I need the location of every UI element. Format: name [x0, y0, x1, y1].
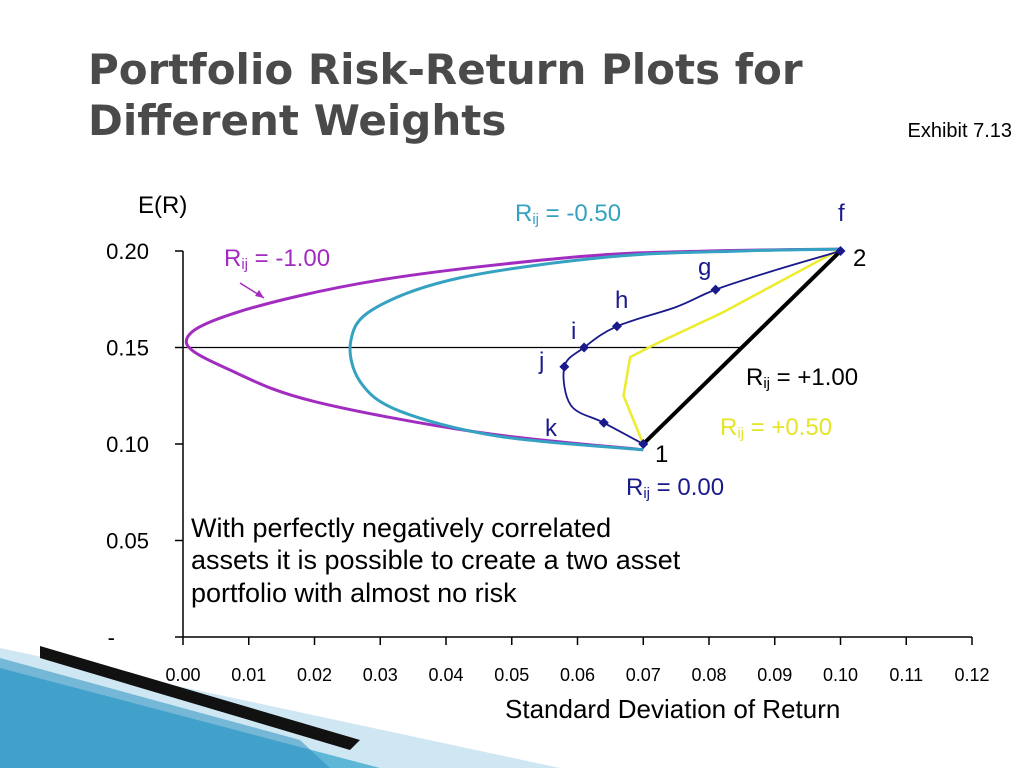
- x-tick-label: 0.07: [626, 665, 661, 685]
- point-label-h: h: [615, 287, 629, 314]
- label-arrowhead: [255, 290, 264, 298]
- x-tick-label: 0.03: [363, 665, 398, 685]
- x-tick-label: 0.02: [297, 665, 332, 685]
- portfolio-marker: [559, 361, 570, 372]
- legend-rij-pos-1-00: Rij = +1.00: [746, 364, 859, 392]
- x-axis-ticks: 0.00 0.01 0.02 0.03 0.04 0.05 0.06 0.07 0.08 0.09…: [165, 637, 990, 685]
- legend-rij-0-00: Rij = 0.00: [626, 474, 725, 502]
- x-tick-label: 0.11: [889, 665, 923, 685]
- slide-title: Portfolio Risk-Return Plots for Differen…: [88, 45, 803, 146]
- x-tick-label: 0.06: [560, 665, 595, 685]
- series-line-rij-neg-0-50: [348, 247, 841, 452]
- point-label-1: 1: [655, 441, 669, 468]
- x-axis-label: Standard Deviation of Return: [505, 694, 841, 724]
- portfolio-marker: [579, 342, 590, 353]
- portfolio-markers: [559, 246, 846, 449]
- point-label-k: k: [545, 415, 557, 442]
- portfolio-marker: [835, 246, 846, 256]
- x-tick-label: 0.01: [231, 665, 266, 685]
- point-label-2: 2: [853, 245, 867, 272]
- x-tick-label: 0.08: [691, 665, 726, 685]
- x-tick-label: 0.12: [954, 665, 989, 685]
- y-tick-label: 0.15: [106, 336, 149, 361]
- y-axis-ticks: - 0.05 0.10 0.15 0.20: [106, 239, 183, 650]
- x-tick-label: 0.05: [494, 665, 529, 685]
- corner-decoration: [0, 646, 560, 768]
- point-label-j: j: [539, 348, 545, 375]
- y-axis-label: E(R): [138, 192, 188, 219]
- y-tick-label: 0.05: [106, 529, 149, 554]
- x-tick-label: 0.10: [823, 665, 858, 685]
- annotation-text: With perfectly negatively correlated ass…: [191, 513, 681, 608]
- exhibit-label: Exhibit 7.13: [907, 120, 1012, 142]
- x-tick-label: 0.09: [757, 665, 792, 685]
- legend-rij-neg-1-00: Rij = -1.00: [224, 245, 331, 273]
- y-tick-label: -: [108, 625, 115, 650]
- series-line-rij-pos-1-00: [641, 249, 842, 446]
- series-line-rij-0-00: [562, 250, 841, 445]
- portfolio-marker: [611, 321, 622, 332]
- portfolio-marker: [638, 439, 649, 449]
- point-label-i: i: [571, 318, 577, 345]
- y-tick-label: 0.10: [106, 432, 149, 457]
- portfolio-marker: [710, 284, 721, 295]
- legend-rij-neg-0-50: Rij = -0.50: [515, 200, 622, 228]
- legend-rij-pos-0-50: Rij = +0.50: [720, 414, 833, 442]
- x-tick-label: 0.00: [165, 665, 200, 685]
- point-label-g: g: [698, 254, 712, 281]
- y-tick-label: 0.20: [106, 239, 149, 264]
- x-tick-label: 0.04: [428, 665, 463, 685]
- series-line-rij-pos-0-50: [622, 247, 842, 445]
- point-label-f: f: [838, 200, 845, 227]
- portfolio-marker: [598, 417, 609, 428]
